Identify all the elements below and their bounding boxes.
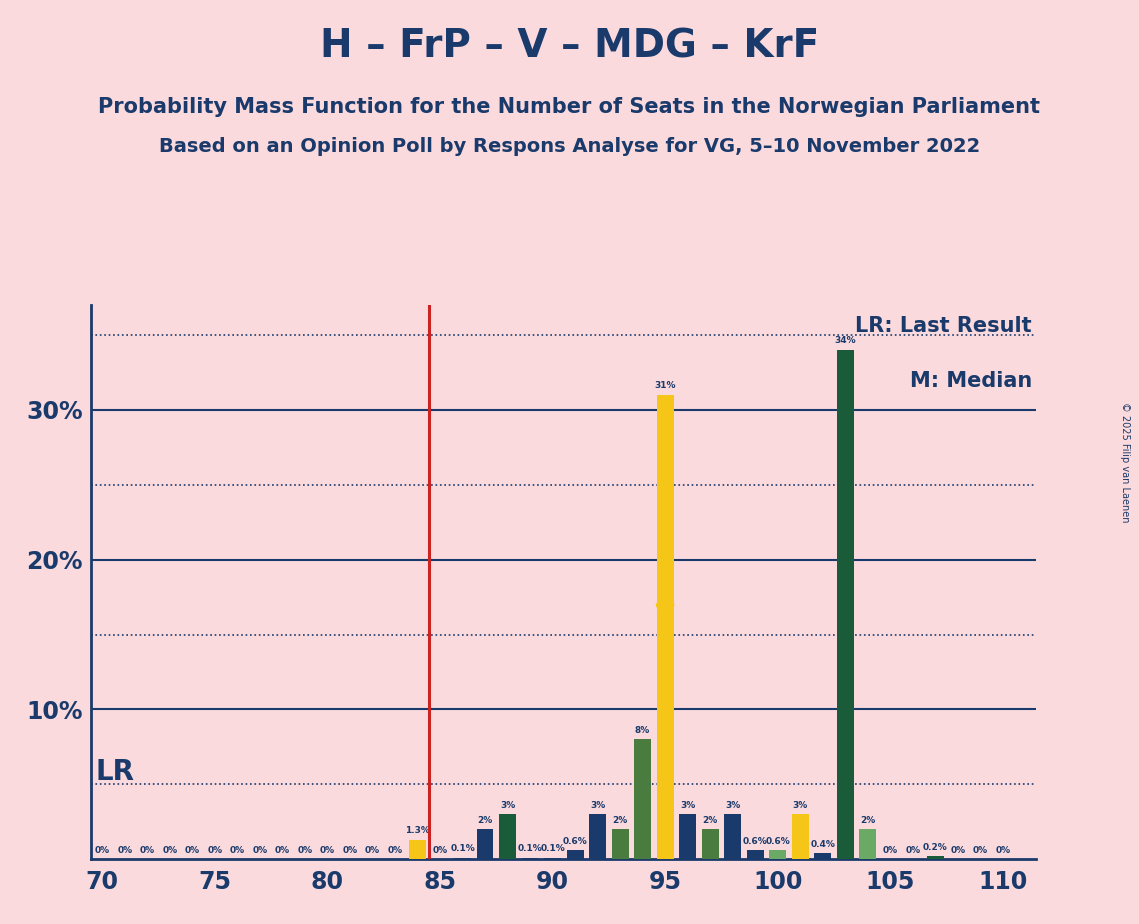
Text: 3%: 3% [726,801,740,809]
Text: LR: Last Result: LR: Last Result [855,316,1032,336]
Bar [792,814,809,859]
Text: 0.1%: 0.1% [540,845,565,854]
Text: Probability Mass Function for the Number of Seats in the Norwegian Parliament: Probability Mass Function for the Number… [98,97,1041,117]
Text: 0%: 0% [433,845,448,855]
Text: 0.4%: 0.4% [810,840,835,849]
Text: LR: LR [96,759,134,786]
Text: 0%: 0% [297,845,312,855]
Text: 0%: 0% [207,845,222,855]
Text: 0%: 0% [973,845,988,855]
Text: 0%: 0% [320,845,335,855]
Text: 0%: 0% [95,845,110,855]
Text: 0%: 0% [387,845,402,855]
Text: 0%: 0% [274,845,290,855]
Text: 3%: 3% [793,801,808,809]
Bar [499,814,516,859]
Text: 2%: 2% [860,816,875,825]
Text: 0%: 0% [950,845,965,855]
Text: 0%: 0% [230,845,245,855]
Text: M: Median: M: Median [910,371,1032,392]
Text: 0%: 0% [364,845,380,855]
Text: 0%: 0% [163,845,178,855]
Bar [544,857,562,859]
Bar [769,850,786,859]
Text: 0%: 0% [117,845,132,855]
Bar [476,830,493,859]
Bar [859,830,876,859]
Text: 0%: 0% [906,845,920,855]
Text: 2%: 2% [613,816,628,825]
Bar [927,857,943,859]
Text: 0%: 0% [185,845,200,855]
Text: 0%: 0% [883,845,898,855]
Text: © 2025 Filip van Laenen: © 2025 Filip van Laenen [1121,402,1130,522]
Text: 3%: 3% [500,801,515,809]
Text: 2%: 2% [703,816,718,825]
Bar [634,739,652,859]
Bar [747,850,763,859]
Bar [837,350,853,859]
Text: 2%: 2% [477,816,493,825]
Text: 1.3%: 1.3% [405,826,429,835]
Text: 0%: 0% [343,845,358,855]
Text: 3%: 3% [590,801,605,809]
Text: 0.6%: 0.6% [563,837,588,845]
Bar [657,395,673,859]
Text: 3%: 3% [680,801,695,809]
Text: 0.2%: 0.2% [923,843,948,852]
Text: 0.1%: 0.1% [450,845,475,854]
Text: 31%: 31% [654,382,675,390]
Text: 0%: 0% [995,845,1010,855]
Bar [612,830,629,859]
Text: 8%: 8% [634,726,650,735]
Text: 0.1%: 0.1% [517,845,542,854]
Bar [409,840,426,859]
Text: 0%: 0% [140,845,155,855]
Bar [814,854,831,859]
Bar [679,814,696,859]
Text: 0%: 0% [253,845,268,855]
Text: 0.6%: 0.6% [743,837,768,845]
Text: Based on an Opinion Poll by Respons Analyse for VG, 5–10 November 2022: Based on an Opinion Poll by Respons Anal… [158,137,981,156]
Bar [724,814,741,859]
Bar [566,850,583,859]
Text: 0.6%: 0.6% [765,837,790,845]
Bar [522,857,539,859]
Bar [589,814,606,859]
Bar [454,857,470,859]
Bar [702,830,719,859]
Text: 34%: 34% [835,336,857,346]
Text: H – FrP – V – MDG – KrF: H – FrP – V – MDG – KrF [320,28,819,66]
